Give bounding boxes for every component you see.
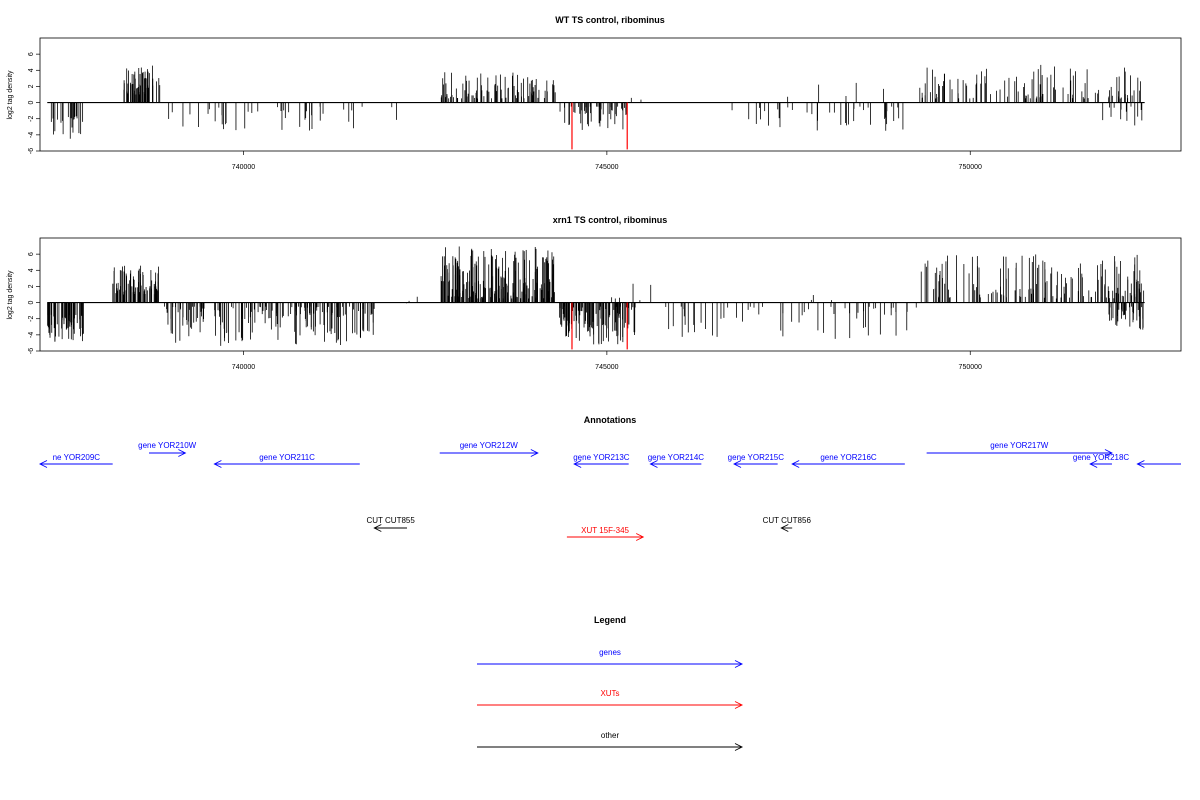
wt-plot-frame (39, 37, 1182, 152)
annotation-features: ne YOR209C gene YOR210W gene YOR211C gene Y… (38, 441, 1181, 541)
annotation-label: CUT CUT856 (763, 516, 812, 525)
wt-y-ticks: -6 -4 -2 0 2 4 6 (28, 52, 40, 154)
xrn1-y-tick-label: 0 (28, 301, 35, 305)
xrn1-x-tick-label: 745000 (595, 364, 618, 371)
annotation-gene: gene YOR214C (648, 453, 705, 468)
legend-label: XUTs (600, 689, 619, 698)
annotation-gene-arrowhead (1089, 460, 1098, 468)
wt-y-tick-label: 6 (28, 52, 35, 56)
xrn1-y-tick-label: 4 (28, 268, 35, 272)
annotation-label: ne YOR209C (53, 453, 101, 462)
annotation-gene: gene YOR211C (213, 453, 360, 468)
xrn1-x-tick-label: 750000 (959, 364, 982, 371)
annotation-gene-arrowhead (791, 460, 800, 468)
annotation-label: gene YOR210W (138, 441, 197, 450)
annotation-label: XUT 15F-345 (581, 526, 629, 535)
annotation-label: gene YOR213C (573, 453, 630, 462)
annotations-panel: Annotations ne YOR209C gene YOR210W gene Y… (38, 415, 1181, 541)
legend-panel: Legend genes XUTs other (477, 615, 744, 751)
annotation-gene-arrowhead (530, 449, 539, 457)
wt-x-tick-label: 750000 (959, 164, 982, 171)
xrn1-y-tick-label: 6 (28, 252, 35, 256)
annotation-other: CUT CUT856 (763, 516, 812, 532)
annotation-label: gene YOR217W (990, 441, 1049, 450)
annotation-gene: gene YOR215C (728, 453, 785, 468)
wt-x-tick-label: 740000 (232, 164, 255, 171)
annotation-xut-arrowhead (636, 533, 645, 541)
legend-entries: genes XUTs other (477, 648, 744, 751)
annotation-gene-arrowhead (733, 460, 742, 468)
annotation-label: gene YOR215C (728, 453, 785, 462)
xrn1-y-ticks: -6 -4 -2 0 2 4 6 (28, 252, 40, 354)
legend-other-arrowhead (734, 743, 744, 751)
legend-label: genes (599, 648, 621, 657)
annotation-label: gene YOR212W (460, 441, 519, 450)
legend-entry-other: other (477, 731, 744, 751)
wt-x-tick-label: 745000 (595, 164, 618, 171)
xrn1-signal-bars (47, 246, 1145, 350)
wt-y-tick-label: 4 (28, 68, 35, 72)
xrn1-y-tick-label: -6 (28, 348, 35, 354)
legend-gene-arrowhead (734, 660, 744, 668)
wt-y-tick-label: -6 (28, 148, 35, 154)
annotation-other-arrowhead (780, 524, 789, 532)
annotation-label: gene YOR214C (648, 453, 705, 462)
annotation-gene-arrowhead (1136, 460, 1145, 468)
annotation-gene: gene YOR210W (138, 441, 197, 457)
annotation-other-arrowhead (373, 524, 382, 532)
xrn1-y-axis-label: log2 tag density (7, 270, 14, 320)
annotation-gene: ne YOR209C (38, 453, 113, 468)
annotation-gene: gene YOR218C (1073, 453, 1130, 468)
xrn1-track-title: xrn1 TS control, ribominus (553, 215, 668, 225)
annotation-gene: gene YOR217W (926, 441, 1113, 457)
xrn1-x-ticks: 740000 745000 750000 (232, 351, 982, 371)
xrn1-y-tick-label: -2 (28, 316, 35, 322)
annotation-label: gene YOR218C (1073, 453, 1130, 462)
legend-entry-xut: XUTs (477, 689, 744, 709)
xrn1-y-tick-label: -4 (28, 332, 35, 338)
annotation-xut: XUT 15F-345 (566, 526, 645, 541)
wt-y-tick-label: 0 (28, 101, 35, 105)
wt-y-tick-label: 2 (28, 84, 35, 88)
wt-y-tick-label: -2 (28, 116, 35, 122)
wt-track-panel: WT TS control, ribominus log2 tag densit… (7, 15, 1182, 171)
legend-xut-arrowhead (734, 701, 744, 709)
wt-track-title: WT TS control, ribominus (555, 15, 665, 25)
legend-label: other (601, 731, 620, 740)
annotation-gene-arrowhead (178, 449, 187, 457)
xrn1-plot-frame (39, 237, 1182, 352)
legend-title: Legend (594, 615, 626, 625)
wt-x-ticks: 740000 745000 750000 (232, 151, 982, 171)
annotation-label: gene YOR216C (820, 453, 877, 462)
xrn1-y-tick-label: 2 (28, 284, 35, 288)
wt-y-axis-label: log2 tag density (7, 70, 14, 120)
annotations-title: Annotations (584, 415, 637, 425)
xrn1-track-panel: xrn1 TS control, ribominus log2 tag dens… (7, 215, 1182, 371)
annotation-label: CUT CUT855 (367, 516, 416, 525)
annotation-other: CUT CUT855 (367, 516, 416, 532)
annotation-gene: gene YOR216C (791, 453, 905, 468)
annotation-gene-arrowhead (573, 460, 582, 468)
xrn1-x-tick-label: 740000 (232, 364, 255, 371)
annotation-gene: gene YOR213C (573, 453, 630, 468)
annotation-gene-arrowhead (213, 460, 222, 468)
annotation-gene-arrowhead (649, 460, 658, 468)
annotation-gene (1136, 460, 1181, 468)
legend-entry-gene: genes (477, 648, 744, 668)
annotation-label: gene YOR211C (259, 453, 315, 462)
annotation-gene: gene YOR212W (439, 441, 539, 457)
annotation-gene-arrowhead (1104, 449, 1113, 457)
wt-y-tick-label: -4 (28, 132, 35, 138)
wt-signal-bars (47, 64, 1145, 150)
annotation-gene-arrowhead (38, 460, 48, 468)
